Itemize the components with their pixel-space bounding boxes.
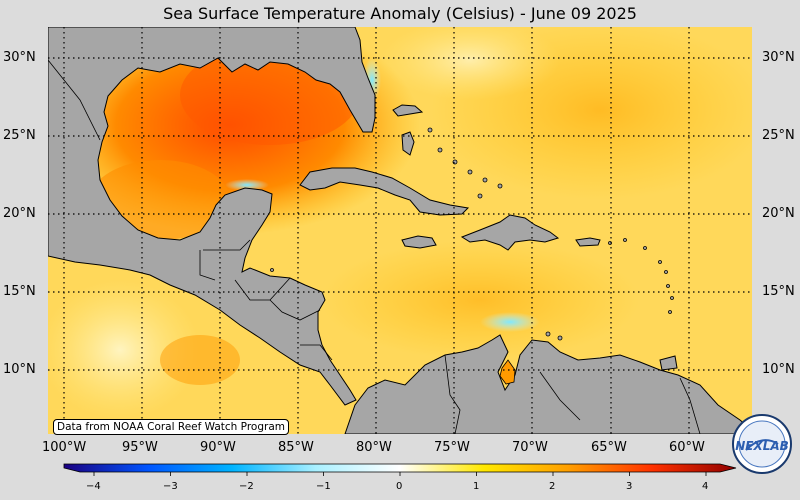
- cold-patch-yucatan: [225, 179, 269, 191]
- colorbar-tick-label: 3: [626, 481, 633, 492]
- land-puerto-rico: [575, 237, 601, 247]
- anomaly-patch-pacific-pale: [48, 280, 200, 420]
- country-borders: [48, 59, 701, 434]
- data-credit: Data from NOAA Coral Reef Watch Program: [53, 419, 289, 435]
- land-cuba: [299, 167, 470, 216]
- lon-label-65w: 65°W: [591, 440, 627, 455]
- lon-label-70w: 70°W: [512, 440, 548, 455]
- lon-label-80w: 80°W: [356, 440, 392, 455]
- anomaly-patch-pacific-warm: [160, 335, 240, 385]
- anomaly-patch-atlantic-pale: [380, 27, 560, 100]
- lon-label-90w: 90°W: [200, 440, 236, 455]
- lon-label-60w: 60°W: [669, 440, 705, 455]
- land-andros: [401, 131, 415, 156]
- lake-maracaibo: [499, 359, 516, 385]
- lon-label-75w: 75°W: [434, 440, 470, 455]
- colorbar-tick-label: 2: [549, 481, 556, 492]
- map-title: Sea Surface Temperature Anomaly (Celsius…: [163, 4, 637, 23]
- colorbar-tick-label: −4: [86, 481, 101, 492]
- colorbar-tick-label: 0: [396, 481, 403, 492]
- lat-label-right-20: 20°N: [762, 206, 795, 221]
- lon-label-85w: 85°W: [278, 440, 314, 455]
- colorbar-tick-label: −1: [316, 481, 331, 492]
- cold-patch-colombia: [480, 312, 540, 332]
- land-bahamas: [392, 104, 424, 117]
- lat-label-right-10: 10°N: [762, 362, 795, 377]
- land-trinidad: [659, 355, 678, 371]
- colorbar-ticks: [93, 472, 707, 476]
- lat-label-left-20: 20°N: [3, 206, 36, 221]
- lat-label-left-15: 15°N: [3, 284, 36, 299]
- lat-label-right-15: 15°N: [762, 284, 795, 299]
- svg-text:NEXLAB: NEXLAB: [735, 439, 789, 453]
- colorbar-tick-label: 4: [702, 481, 709, 492]
- lat-label-left-30: 30°N: [3, 50, 36, 65]
- lon-label-95w: 95°W: [122, 440, 158, 455]
- colorbar-bar: [63, 463, 737, 473]
- colorbar-tick-label: −2: [239, 481, 254, 492]
- lat-label-right-30: 30°N: [762, 50, 795, 65]
- land-jamaica: [401, 235, 437, 249]
- lat-label-right-25: 25°N: [762, 128, 795, 143]
- small-islands: [270, 127, 674, 341]
- colorbar: [63, 463, 737, 476]
- nexlab-logo: NEXLAB: [732, 414, 792, 474]
- lat-label-left-10: 10°N: [3, 362, 36, 377]
- land-hispaniola: [460, 214, 560, 251]
- colorbar-tick-label: −3: [163, 481, 178, 492]
- anomaly-patch-caribbean: [320, 240, 640, 360]
- lat-label-left-25: 25°N: [3, 128, 36, 143]
- colorbar-tick-label: 1: [473, 481, 480, 492]
- lon-label-100w: 100°W: [42, 440, 87, 455]
